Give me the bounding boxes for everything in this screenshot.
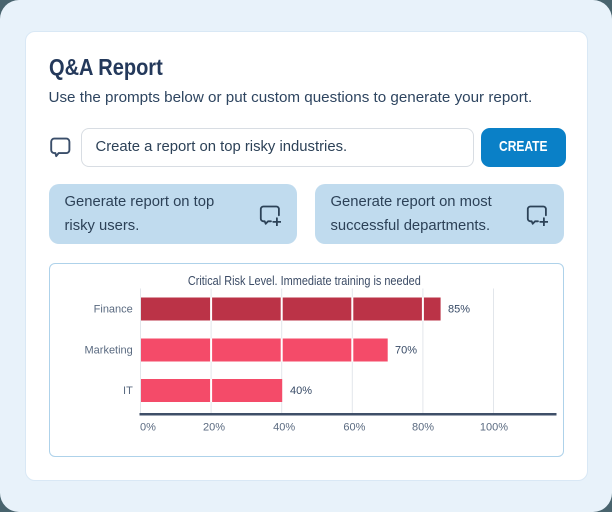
- svg-text:60%: 60%: [343, 422, 365, 434]
- svg-text:80%: 80%: [411, 422, 433, 434]
- svg-text:Marketing: Marketing: [84, 345, 132, 357]
- svg-text:100%: 100%: [479, 422, 507, 434]
- svg-text:0%: 0%: [140, 422, 156, 434]
- svg-text:40%: 40%: [290, 385, 312, 397]
- svg-text:40%: 40%: [273, 422, 295, 434]
- svg-text:70%: 70%: [395, 345, 417, 357]
- svg-text:Critical Risk Level. Immediate: Critical Risk Level. Immediate training …: [187, 273, 420, 288]
- svg-text:20%: 20%: [202, 422, 224, 434]
- svg-text:IT: IT: [123, 385, 133, 397]
- svg-text:85%: 85%: [448, 304, 470, 316]
- svg-text:Finance: Finance: [93, 304, 132, 316]
